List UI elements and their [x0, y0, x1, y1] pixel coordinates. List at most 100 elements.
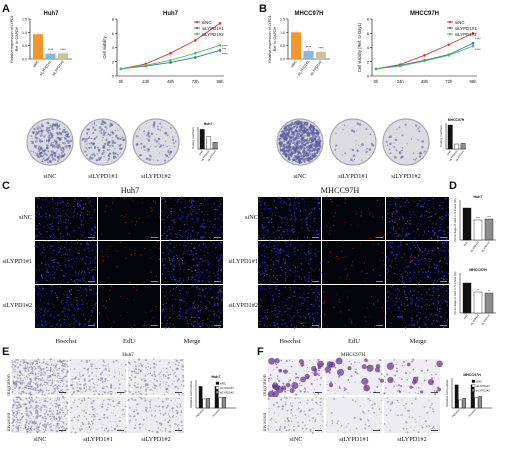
c-right-tile-2-0-nucleus — [310, 313, 312, 315]
e-image-0-0-cell — [17, 377, 19, 379]
a-dish-sinc-colony — [42, 154, 45, 156]
c-right-tile-0-2-nucleus — [432, 197, 434, 200]
b-dish-sinc-colony — [302, 155, 306, 158]
b-dish-silypd1-2-colony — [386, 144, 389, 147]
c-right-tile-2-0-nucleus — [278, 295, 280, 298]
c-right-tile-1-2-nucleus — [401, 278, 404, 280]
e-image-0-2-cell — [140, 378, 143, 381]
a-dish-sinc-colony — [48, 124, 50, 127]
b-dish-sinc-colony — [288, 142, 292, 145]
c-right-tile-1-0-nucleus — [258, 271, 260, 273]
c-left-tile-1-0-nucleus — [86, 242, 88, 245]
b-dish-sinc-colony — [296, 156, 298, 158]
a-colony-bar-0 — [199, 129, 205, 150]
c-left-tile-1-2-nucleus — [172, 268, 175, 271]
c-left-tile-0-0-nucleus — [79, 214, 82, 216]
b-dish-sinc-colony — [281, 132, 284, 135]
c-right-tile-2-0-nucleus — [311, 291, 313, 293]
e-image-0-0-cell — [33, 389, 35, 391]
e-image-0-1-cell — [99, 373, 102, 376]
e-image-0-1-cell — [108, 369, 110, 371]
a-dish-sinc-colony — [60, 132, 63, 135]
c-right-tile-0-1-nucleus — [369, 237, 372, 240]
e-image-0-2-cell — [134, 361, 137, 363]
c-right-tile-2-0-nucleus — [290, 317, 292, 319]
e-image-0-0-cell — [14, 382, 17, 385]
c-left-tile-0-2-nucleus — [192, 210, 194, 213]
c-left-tile-1-0-nucleus — [61, 254, 63, 256]
e-image-0-1-cell — [107, 391, 109, 394]
c-right-tile-2-2-nucleus — [437, 300, 440, 303]
c-left-tile-1-0-nucleus — [84, 249, 86, 251]
c-right-tile-2-2-nucleus — [429, 294, 430, 296]
c-left-tile-2-2-nucleus — [218, 291, 220, 292]
c-left-tile-2-2-nucleus — [194, 316, 196, 318]
e-image-0-0-cell — [46, 369, 49, 372]
c-left-col-label-0: Hoechst — [55, 338, 76, 345]
c-right-tile-2-0-nucleus — [269, 294, 271, 296]
a-dish-silypd1-1-colony — [117, 129, 119, 132]
c-right-tile-0-0-nucleus — [318, 202, 321, 204]
a-dish-silypd1-1-colony — [119, 143, 122, 147]
c-right-tile-1-0-nucleus — [295, 275, 297, 277]
c-right-tile-1-2-nucleus — [441, 271, 444, 273]
c-right-tile-1-2-nucleus — [414, 256, 416, 259]
c-right-tile-0-0-nucleus — [278, 236, 280, 239]
c-right-tile-2-0-nucleus — [264, 312, 266, 314]
e-image-0-0-cell — [23, 367, 26, 370]
c-right-tile-1-2-nucleus — [424, 248, 427, 250]
e-image-0-0-cell — [58, 373, 60, 375]
c-right-tile-2-2-nucleus — [437, 307, 439, 309]
b-dish-sinc-colony — [319, 144, 322, 146]
c-left-tile-1-2-nucleus — [216, 256, 218, 259]
c-right-tile-0-2-nucleus — [422, 234, 424, 236]
c-left-tile-2-2-nucleus — [192, 325, 195, 327]
c-right-tile-1-2-nucleus — [407, 272, 409, 274]
c-left-tile-2-0-nucleus — [73, 327, 75, 329]
c-right-tile-0-2-nucleus — [439, 226, 441, 228]
c-right-tile-2-0-nucleus — [262, 317, 264, 319]
c-left-tile-0-0-nucleus — [70, 210, 72, 212]
e-image-0-0-cell — [59, 389, 62, 392]
a-dish-sinc-colony — [63, 130, 66, 134]
c-right-tile-2-2-nucleus — [437, 288, 439, 290]
c-right-tile-0-2-nucleus — [387, 233, 388, 235]
c-right-tile-0-0-nucleus — [267, 217, 269, 219]
c-left-tile-0-0-nucleus — [36, 233, 38, 235]
b-dish-sinc-colony — [306, 126, 308, 128]
a-line-ytick: 0 — [112, 74, 115, 79]
b-dish-sinc-colony — [316, 134, 319, 137]
c-left-tile-1-0-nucleus — [43, 257, 45, 259]
e-image-0-0-cell — [37, 385, 39, 388]
c-right-tile-1-0-nucleus — [266, 246, 268, 248]
e-image-0-1-cell — [121, 364, 123, 366]
c-left-tile-0-0-nucleus — [64, 213, 66, 215]
c-left-tile-2-0-nucleus — [88, 321, 90, 323]
b-dish-sinc-colony — [300, 142, 304, 145]
b-dish-sinc-colony — [320, 139, 322, 142]
c-right-tile-2-0-nucleus — [280, 308, 282, 310]
c-left-tile-1-2-nucleus — [174, 266, 176, 268]
c-left-tile-1-0-nucleus — [53, 272, 56, 274]
a-dish-silypd1-1-colony — [113, 155, 116, 159]
c-right-tile-2-2-nucleus — [398, 289, 400, 291]
c-right-tile-0-2-nucleus — [399, 206, 401, 208]
c-left-tile-2-0-nucleus — [75, 296, 77, 299]
b-dish-sinc-colony — [317, 140, 320, 144]
b-dish-sinc-colony — [297, 156, 300, 159]
c-right-tile-0-0-nucleus — [320, 227, 322, 229]
c-right-tile-2-0-nucleus — [279, 293, 281, 295]
c-right-tile-2-2-nucleus — [425, 309, 427, 311]
c-right-tile-1-0-nucleus — [265, 283, 267, 285]
b-dish-sinc-colony — [307, 150, 309, 152]
c-left-tile-0-0-nucleus — [73, 214, 75, 216]
b-dish-sinc-colony — [299, 144, 302, 147]
c-left-tile-2-2-nucleus — [220, 299, 223, 302]
c-right-tile-0-0-nucleus — [263, 234, 265, 236]
c-right-tile-1-0-nucleus — [278, 250, 281, 252]
a-dish-silypd1-1-colony — [106, 148, 109, 151]
e-image-0-0-cell — [46, 379, 47, 381]
c-right-tile-0-0-nucleus — [291, 238, 293, 241]
c-right-tile-0-1-nucleus — [357, 225, 359, 227]
c-left-tile-2-0-nucleus — [39, 304, 41, 306]
